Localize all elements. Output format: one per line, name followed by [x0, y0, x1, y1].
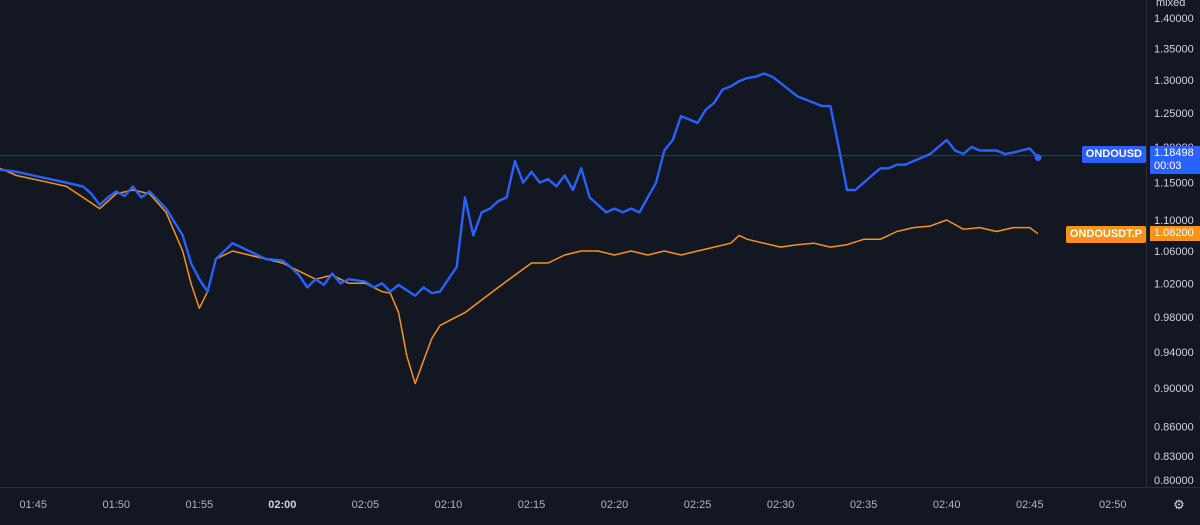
price-tick-label: 0.90000 — [1154, 383, 1194, 395]
series-line — [0, 72, 1039, 297]
ondousd-symbol-label: ONDOUSD — [1081, 145, 1146, 163]
price-tick-label: 1.06000 — [1154, 246, 1194, 258]
ondousd-bar-countdown: 00:03 — [1154, 159, 1182, 172]
price-tick-label: 1.02000 — [1154, 278, 1194, 290]
price-tick-label: 1.25000 — [1154, 108, 1194, 120]
ondousd-price-label: 1.18498 00:03 — [1150, 145, 1200, 174]
price-tick-label: 1.30000 — [1154, 75, 1194, 87]
time-tick-label: 02:00 — [268, 499, 296, 511]
price-axis[interactable]: 1.400001.350001.300001.250001.200001.150… — [1154, 13, 1194, 487]
price-tick-label: 0.83000 — [1154, 451, 1194, 463]
time-tick-label: 02:45 — [1016, 499, 1044, 511]
price-tick-label: 1.15000 — [1154, 178, 1194, 190]
price-axis-top-label: mixed — [1156, 0, 1185, 9]
price-tick-label: 1.40000 — [1154, 13, 1194, 25]
settings-button[interactable]: ⚙ — [1166, 494, 1192, 516]
time-tick-label: 02:50 — [1099, 499, 1127, 511]
ondousd-price-value: 1.18498 — [1154, 146, 1194, 159]
time-tick-label: 02:30 — [767, 499, 795, 511]
time-tick-label: 01:55 — [186, 499, 214, 511]
ondousdtp-symbol-label: ONDOUSDT.P — [1065, 225, 1146, 243]
series-ondousd — [0, 72, 1042, 297]
price-tick-label: 1.35000 — [1154, 43, 1194, 55]
gear-icon: ⚙ — [1173, 497, 1185, 512]
price-tick-label: 0.86000 — [1154, 421, 1194, 433]
series-layer — [0, 72, 1042, 385]
series-ondousdt-p — [0, 167, 1039, 385]
ondousdtp-price-label: 1.08200 — [1150, 225, 1200, 241]
price-tick-label: 0.80000 — [1154, 475, 1194, 487]
time-tick-label: 02:15 — [518, 499, 546, 511]
time-tick-label: 02:20 — [601, 499, 629, 511]
time-tick-label: 01:50 — [102, 499, 130, 511]
time-tick-label: 01:45 — [19, 499, 47, 511]
time-tick-label: 02:25 — [684, 499, 712, 511]
last-price-dot — [1034, 154, 1042, 162]
time-tick-label: 02:05 — [352, 499, 380, 511]
time-tick-label: 02:10 — [435, 499, 463, 511]
price-tick-label: 0.94000 — [1154, 347, 1194, 359]
series-line — [0, 167, 1039, 385]
time-tick-label: 02:35 — [850, 499, 878, 511]
price-tick-label: 1.10000 — [1154, 215, 1194, 227]
price-tick-label: 0.98000 — [1154, 312, 1194, 324]
time-axis[interactable]: 01:45 01:50 01:55 02:00 02:05 02:10 02:15 02:20… — [19, 499, 1126, 511]
ondousdtp-price-value: 1.08200 — [1154, 226, 1194, 239]
time-tick-label: 02:40 — [933, 499, 961, 511]
